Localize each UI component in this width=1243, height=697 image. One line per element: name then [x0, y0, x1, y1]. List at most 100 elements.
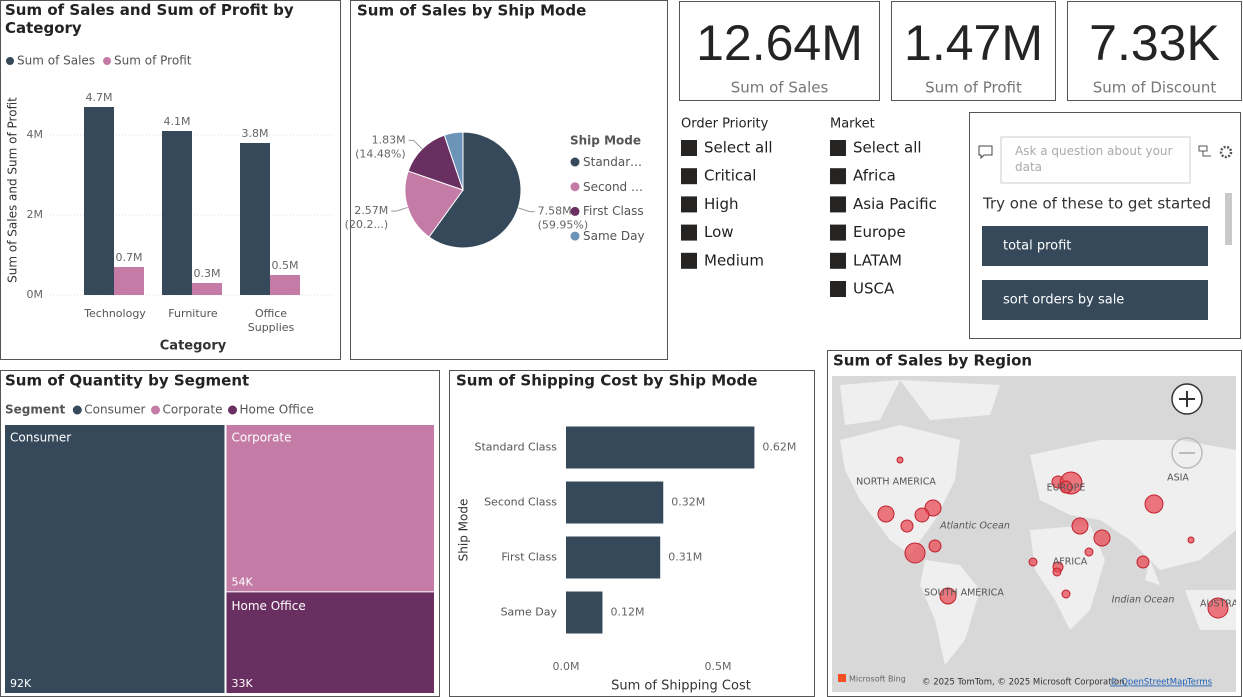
map-label: Atlantic Ocean	[939, 521, 1010, 532]
slicer-label[interactable]: Asia Pacific	[853, 195, 937, 213]
legend-label: Sum of Sales	[17, 54, 95, 68]
land	[840, 425, 960, 555]
legend-marker	[570, 206, 580, 216]
card-panel	[1067, 1, 1242, 101]
qa-input[interactable]	[1000, 136, 1191, 184]
zoom-out[interactable]	[1171, 437, 1203, 469]
map-bubble	[924, 499, 942, 517]
bar	[84, 107, 114, 295]
x-axis-title: Category	[160, 339, 227, 354]
card-label: Sum of Discount	[1093, 79, 1217, 97]
legend-marker	[72, 405, 82, 415]
osm-link[interactable]: © OpenStreetMap	[1110, 678, 1188, 688]
data-label: 0.31M	[668, 551, 702, 564]
qa-placeholder[interactable]: Ask a question about your data	[1015, 144, 1173, 174]
checkbox[interactable]	[681, 252, 697, 269]
legend-label: Consumer	[84, 403, 145, 417]
slicer-item[interactable]: LATAM	[830, 251, 902, 269]
legend-label: Home Office	[240, 403, 314, 417]
card-panel	[891, 1, 1056, 101]
checkbox[interactable]	[830, 224, 846, 241]
treemap-tile	[5, 425, 225, 693]
slicer-item[interactable]: Select all	[681, 139, 773, 157]
slicer-label[interactable]: Critical	[704, 167, 756, 185]
suggestion-label[interactable]: sort orders by sale	[1003, 293, 1124, 308]
tile-value: 33K	[231, 677, 253, 690]
legend-label-box: Second Class	[583, 180, 649, 194]
map-bubble	[939, 587, 957, 605]
chart-title: Sum of Sales by Ship Mode	[357, 2, 586, 20]
bar	[566, 481, 664, 524]
slicer-label[interactable]: Low	[704, 223, 734, 241]
slicer-item[interactable]: Low	[681, 223, 734, 241]
slicer-item[interactable]: High	[681, 195, 738, 213]
map-label: AFRICA	[1053, 557, 1088, 568]
checkbox[interactable]	[681, 168, 697, 185]
slicer-item[interactable]: Europe	[830, 223, 906, 241]
card-value: 12.64M	[696, 15, 863, 71]
checkbox[interactable]	[681, 196, 697, 213]
checkbox[interactable]	[830, 281, 846, 297]
slicer-label[interactable]: Africa	[853, 167, 896, 185]
data-label: 4.7M	[86, 91, 113, 104]
slicer-title: Market	[830, 117, 875, 132]
map-bubble	[1136, 555, 1150, 569]
slicer-item[interactable]: Critical	[681, 167, 756, 185]
settings-icon[interactable]	[1219, 145, 1233, 159]
slicer-label[interactable]: High	[704, 195, 738, 213]
bing-logo	[838, 674, 846, 682]
x-tick-label-box: Office Supplies	[248, 307, 295, 334]
map-bubble	[914, 507, 930, 523]
legend-marker	[103, 57, 112, 65]
legend-marker	[570, 157, 580, 167]
chat-icon	[978, 145, 993, 160]
slicer-title: Order Priority	[681, 117, 769, 132]
map-bubble	[1061, 589, 1071, 599]
map-logo: Microsoft Bing	[849, 675, 906, 684]
slicer-item[interactable]: Medium	[681, 251, 764, 269]
y-tick-label: First Class	[501, 551, 557, 564]
slicer-item[interactable]: Asia Pacific	[830, 195, 937, 213]
map-bubble	[896, 456, 904, 464]
legend-marker	[570, 182, 580, 192]
map-attribution: © 2025 TomTom, © 2025 Microsoft Corporat…	[922, 678, 1127, 688]
legend-title: Ship Mode	[570, 134, 641, 148]
checkbox[interactable]	[830, 168, 846, 185]
checkbox[interactable]	[830, 196, 846, 213]
checkbox[interactable]	[830, 140, 846, 156]
slicer-label[interactable]: Select all	[704, 139, 773, 157]
tile-label: Corporate	[231, 431, 291, 445]
checkbox[interactable]	[830, 252, 846, 269]
qa-icon[interactable]	[1198, 145, 1211, 157]
suggestion-label[interactable]: total profit	[1003, 239, 1071, 254]
slicer-label[interactable]: Select all	[853, 139, 922, 157]
slicer-item[interactable]: Africa	[830, 167, 896, 185]
bar	[566, 591, 603, 634]
zoom-in-icon[interactable]	[1179, 391, 1195, 407]
slicer-label[interactable]: Medium	[704, 251, 764, 269]
pie-slice	[443, 131, 464, 191]
y-axis-title: Sum of Sales and Sum of Profit	[6, 97, 20, 283]
land	[840, 380, 900, 425]
slicer-label[interactable]: Europe	[853, 223, 906, 241]
legend-label: Sum of Profit	[114, 54, 192, 68]
data-label: 0.12M	[610, 606, 644, 619]
pie-slice	[428, 131, 522, 249]
slicer-item[interactable]: Select all	[830, 139, 922, 157]
x-tick-label-box: Furniture	[168, 307, 217, 320]
slicer-item[interactable]: USCA	[830, 280, 895, 298]
legend-marker	[228, 405, 237, 415]
suggestion-button[interactable]	[982, 226, 1208, 266]
terms-link[interactable]: Terms	[1186, 678, 1213, 688]
slicer-label[interactable]: USCA	[853, 280, 895, 298]
suggestion-button[interactable]	[982, 280, 1208, 320]
chart-title-box: Sum of Sales and Sum of Profit by Catego…	[5, 1, 294, 37]
checkbox[interactable]	[681, 224, 697, 241]
checkbox[interactable]	[681, 140, 697, 156]
data-label: 7.58M	[538, 205, 572, 218]
leader-line	[391, 206, 408, 212]
slicer-label[interactable]: LATAM	[853, 251, 902, 269]
scrollbar	[1225, 193, 1232, 245]
